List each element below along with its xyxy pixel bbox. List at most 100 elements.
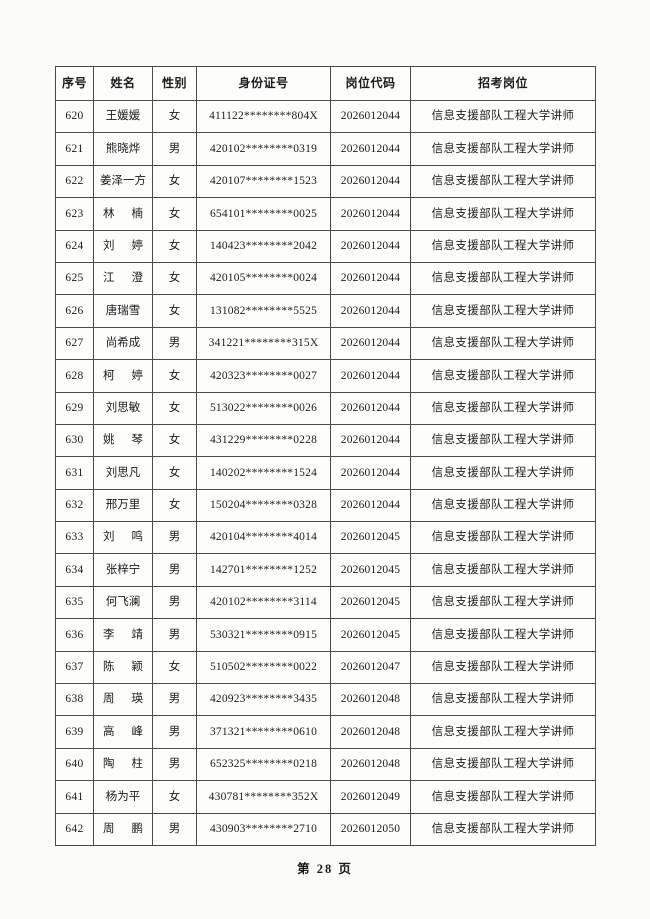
cell-name: 姜泽一方	[93, 164, 153, 199]
cell-id-number: 510502********0022	[196, 650, 331, 685]
cell-gender: 女	[152, 197, 197, 231]
cell-position-code: 2026012048	[330, 747, 411, 782]
cell-gender: 男	[152, 585, 197, 620]
cell-sequence-number: 639	[55, 715, 94, 749]
name-text: 陶柱	[103, 758, 143, 771]
table-row: 638 周瑛男 420923********3435 2026012048 信息支援部队…	[55, 683, 596, 717]
cell-id-number: 150204********0328	[196, 488, 331, 523]
cell-sequence-number: 640	[55, 747, 94, 782]
cell-position-name: 信息支援部队工程大学讲师	[410, 585, 596, 620]
cell-id-number: 140423********2042	[196, 229, 331, 263]
cell-name: 邢万里	[93, 488, 153, 523]
table-row: 632 邢万里女 150204********0328 2026012044 信息支援部…	[55, 488, 596, 523]
cell-position-code: 2026012045	[330, 553, 411, 587]
cell-id-number: 371321********0610	[196, 715, 331, 749]
cell-position-name: 信息支援部队工程大学讲师	[410, 391, 596, 425]
cell-position-code: 2026012044	[330, 359, 411, 393]
table-row: 621 熊晓烨男 420102********0319 2026012044 信息支援部…	[55, 132, 596, 166]
cell-name: 唐瑞雪	[93, 294, 153, 328]
cell-id-number: 420104********4014	[196, 521, 331, 555]
cell-position-name: 信息支援部队工程大学讲师	[410, 261, 596, 296]
cell-position-code: 2026012044	[330, 423, 411, 458]
table-header: 序号 姓名 性别 身份证号 岗位代码 招考岗位	[55, 66, 596, 101]
roster-table: 序号 姓名 性别 身份证号 岗位代码 招考岗位 620 王媛媛女 411122***…	[55, 66, 596, 846]
cell-sequence-number: 632	[55, 488, 94, 523]
cell-id-number: 420923********3435	[196, 683, 331, 717]
cell-sequence-number: 635	[55, 585, 94, 620]
cell-position-code: 2026012044	[330, 99, 411, 134]
cell-gender: 女	[152, 99, 197, 134]
cell-gender: 女	[152, 261, 197, 296]
table-row: 624 刘婷女 140423********2042 2026012044 信息支援部队…	[55, 229, 596, 263]
cell-gender: 男	[152, 618, 197, 652]
cell-position-name: 信息支援部队工程大学讲师	[410, 294, 596, 328]
cell-gender: 女	[152, 359, 197, 393]
cell-sequence-number: 628	[55, 359, 94, 393]
cell-gender: 男	[152, 553, 197, 587]
cell-sequence-number: 622	[55, 164, 94, 199]
table-row: 633 刘鸣男 420104********4014 2026012045 信息支援部队…	[55, 521, 596, 555]
name-text: 周鹏	[103, 822, 143, 835]
table-row: 626 唐瑞雪女 131082********5525 2026012044 信息支援部…	[55, 294, 596, 328]
cell-gender: 男	[152, 326, 197, 361]
cell-position-code: 2026012045	[330, 585, 411, 620]
cell-name: 刘思凡	[93, 456, 153, 490]
cell-position-code: 2026012044	[330, 197, 411, 231]
table-row: 631 刘思凡女 140202********1524 2026012044 信息支援部…	[55, 456, 596, 490]
name-text: 李靖	[103, 628, 143, 641]
cell-id-number: 420105********0024	[196, 261, 331, 296]
cell-sequence-number: 634	[55, 553, 94, 587]
name-text: 江澄	[103, 272, 143, 285]
column-header-post: 招考岗位	[410, 66, 596, 101]
cell-sequence-number: 627	[55, 326, 94, 361]
cell-position-code: 2026012044	[330, 326, 411, 361]
cell-position-name: 信息支援部队工程大学讲师	[410, 359, 596, 393]
name-text: 刘婷	[103, 239, 143, 252]
table-row: 622 姜泽一方女 420107********1523 2026012044 信息支援…	[55, 164, 596, 199]
cell-gender: 男	[152, 683, 197, 717]
column-header-id: 身份证号	[196, 66, 331, 101]
cell-sequence-number: 637	[55, 650, 94, 685]
cell-position-name: 信息支援部队工程大学讲师	[410, 553, 596, 587]
cell-id-number: 142701********1252	[196, 553, 331, 587]
cell-sequence-number: 638	[55, 683, 94, 717]
cell-id-number: 654101********0025	[196, 197, 331, 231]
table-row: 627 尚希成男 341221********315X 2026012044 信息支援部…	[55, 326, 596, 361]
cell-id-number: 341221********315X	[196, 326, 331, 361]
cell-position-name: 信息支援部队工程大学讲师	[410, 132, 596, 166]
cell-position-code: 2026012044	[330, 132, 411, 166]
cell-gender: 男	[152, 715, 197, 749]
cell-position-name: 信息支援部队工程大学讲师	[410, 229, 596, 263]
cell-id-number: 652325********0218	[196, 747, 331, 782]
cell-id-number: 513022********0026	[196, 391, 331, 425]
cell-position-name: 信息支援部队工程大学讲师	[410, 521, 596, 555]
cell-position-code: 2026012050	[330, 812, 411, 846]
cell-position-name: 信息支援部队工程大学讲师	[410, 423, 596, 458]
cell-sequence-number: 620	[55, 99, 94, 134]
cell-position-name: 信息支援部队工程大学讲师	[410, 488, 596, 523]
name-text: 柯婷	[103, 369, 143, 382]
cell-name: 张梓宁	[93, 553, 153, 587]
cell-gender: 女	[152, 294, 197, 328]
column-header-sex: 性别	[152, 66, 197, 101]
name-text: 刘鸣	[103, 531, 143, 544]
cell-position-name: 信息支援部队工程大学讲师	[410, 99, 596, 134]
roster-table-container: 序号 姓名 性别 身份证号 岗位代码 招考岗位 620 王媛媛女 411122***…	[55, 66, 596, 846]
cell-id-number: 431229********0228	[196, 423, 331, 458]
cell-position-code: 2026012045	[330, 618, 411, 652]
name-text: 姚琴	[103, 434, 143, 447]
cell-id-number: 530321********0915	[196, 618, 331, 652]
table-row: 623 林楠女 654101********0025 2026012044 信息支援部队…	[55, 197, 596, 231]
cell-id-number: 420102********0319	[196, 132, 331, 166]
cell-name: 陶柱	[93, 747, 153, 782]
cell-gender: 女	[152, 488, 197, 523]
cell-sequence-number: 621	[55, 132, 94, 166]
cell-gender: 女	[152, 391, 197, 425]
name-text: 周瑛	[103, 693, 143, 706]
cell-id-number: 430781********352X	[196, 780, 331, 814]
table-row: 637 陈颖女 510502********0022 2026012047 信息支援部队…	[55, 650, 596, 685]
cell-position-name: 信息支援部队工程大学讲师	[410, 683, 596, 717]
cell-sequence-number: 623	[55, 197, 94, 231]
cell-name: 高峰	[93, 715, 153, 749]
cell-gender: 女	[152, 164, 197, 199]
